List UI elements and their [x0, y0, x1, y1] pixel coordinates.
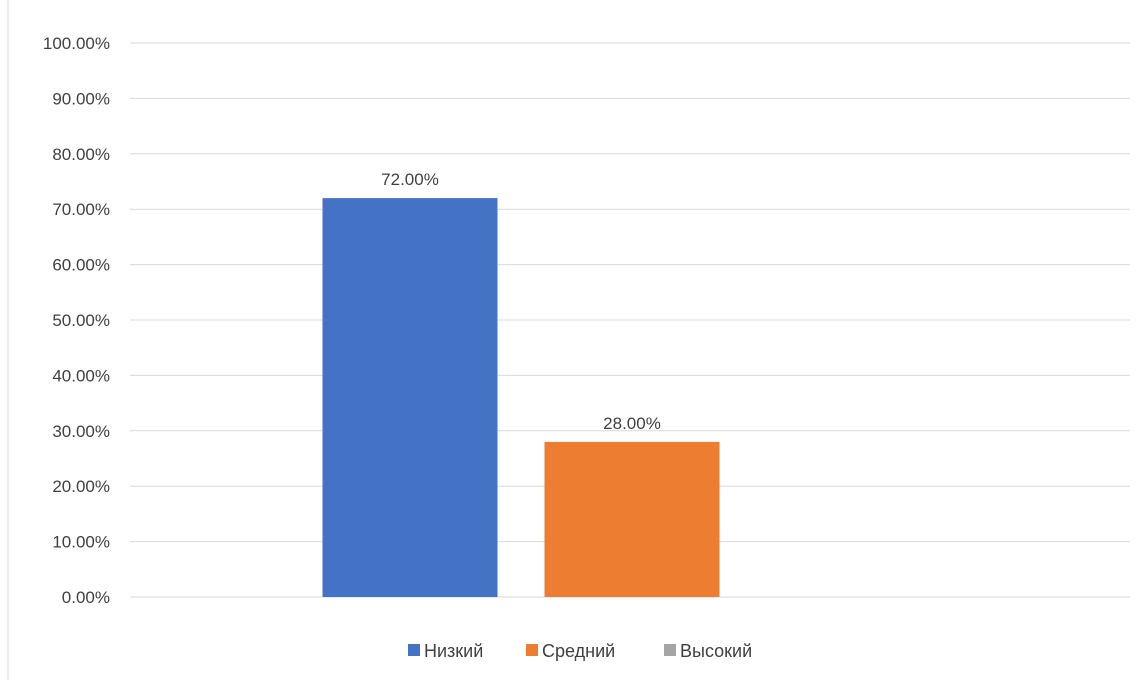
- y-tick-label: 60.00%: [52, 256, 110, 275]
- y-axis-ticks: 0.00% 10.00% 20.00% 30.00% 40.00% 50.00% 60.00…: [43, 34, 110, 607]
- legend: Низкий Средний Высокий: [408, 641, 752, 661]
- y-tick-label: 40.00%: [52, 366, 110, 385]
- data-label: 28.00%: [603, 414, 661, 433]
- y-tick-label: 30.00%: [52, 422, 110, 441]
- y-tick-label: 90.00%: [52, 89, 110, 108]
- gridlines: [130, 42, 1130, 598]
- legend-label: Низкий: [424, 641, 483, 661]
- bar: [544, 441, 720, 597]
- legend-swatch: [526, 644, 538, 656]
- legend-swatch: [664, 644, 676, 656]
- legend-label: Средний: [542, 641, 615, 661]
- data-labels: 72.00% 28.00%: [381, 170, 661, 433]
- y-tick-label: 10.00%: [52, 533, 110, 552]
- legend-swatch: [408, 644, 420, 656]
- data-label: 72.00%: [381, 170, 439, 189]
- legend-label: Высокий: [680, 641, 752, 661]
- y-tick-label: 70.00%: [52, 200, 110, 219]
- y-tick-label: 20.00%: [52, 477, 110, 496]
- bars: [322, 198, 720, 597]
- y-tick-label: 50.00%: [52, 311, 110, 330]
- y-tick-label: 100.00%: [43, 34, 110, 53]
- bar: [322, 198, 498, 597]
- y-tick-label: 80.00%: [52, 145, 110, 164]
- y-tick-label: 0.00%: [62, 588, 110, 607]
